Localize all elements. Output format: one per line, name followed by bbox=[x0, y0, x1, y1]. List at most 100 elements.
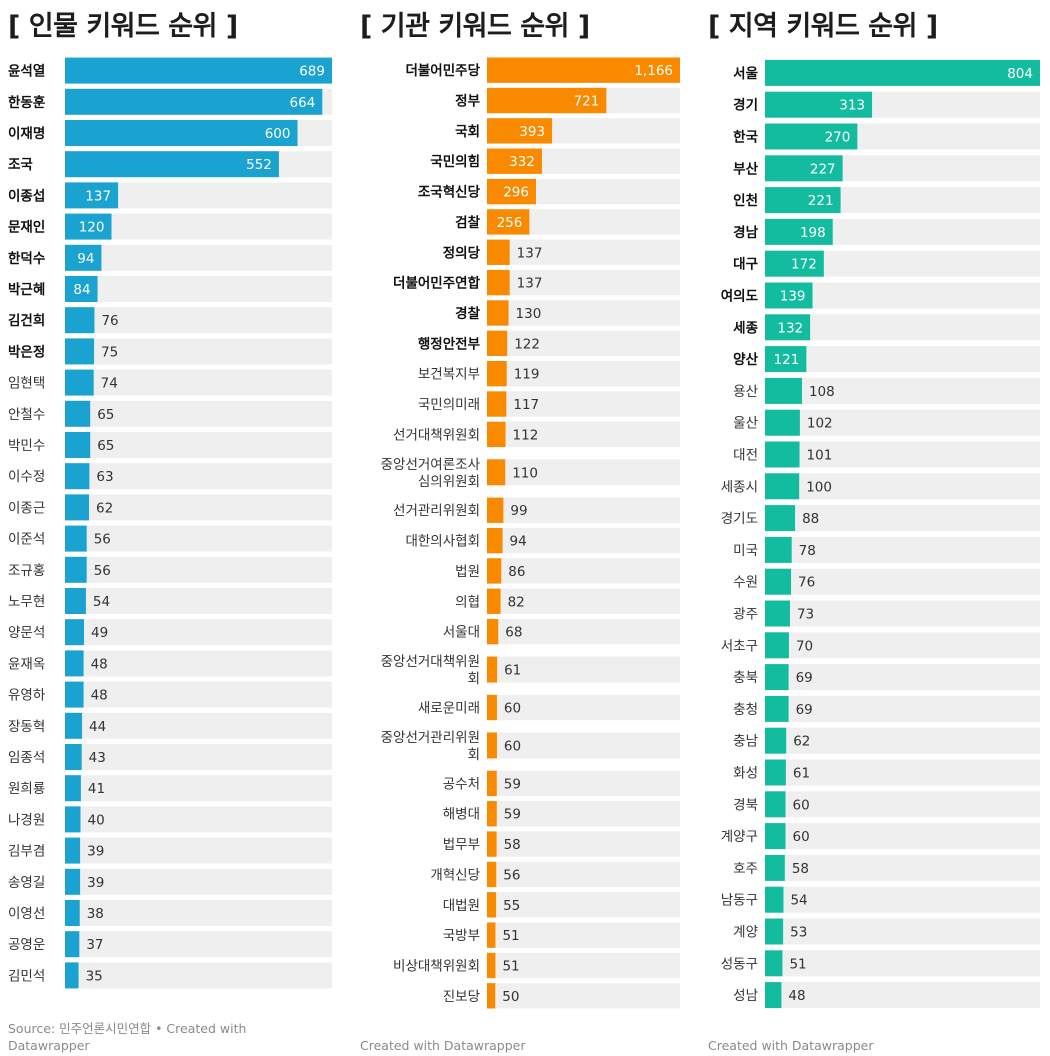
bar-category-label: 공영운 bbox=[8, 937, 45, 953]
region-row: 서울 804 bbox=[733, 59, 1040, 86]
bar bbox=[765, 886, 784, 913]
org-row: 중앙선거관리위원 회 60 bbox=[381, 730, 680, 763]
region-row: 성동구 51 bbox=[721, 950, 1040, 977]
bar-category-label: 노무현 bbox=[8, 594, 45, 610]
bar-track bbox=[487, 952, 680, 979]
bar-track bbox=[487, 861, 680, 888]
bar bbox=[65, 837, 81, 864]
bar bbox=[487, 148, 542, 174]
people-row: 임종석 43 bbox=[8, 744, 332, 770]
region-row: 여의도 139 bbox=[721, 282, 1040, 309]
region-row: 부산 227 bbox=[733, 155, 1040, 182]
bar-category-label: 조국 bbox=[8, 157, 33, 173]
bar bbox=[487, 269, 510, 296]
bar-category-label: 행정안전부 bbox=[418, 335, 481, 352]
bar bbox=[765, 664, 789, 691]
org-row: 대한의사협회 94 bbox=[405, 527, 680, 554]
bar bbox=[765, 505, 796, 532]
bar-track bbox=[65, 744, 332, 770]
bar bbox=[765, 759, 786, 786]
bar-category-label: 수원 bbox=[733, 575, 758, 591]
bar bbox=[765, 536, 792, 563]
bar-category-label: 선거관리위원회 bbox=[393, 503, 480, 519]
org-row: 국회 393 bbox=[455, 118, 680, 144]
bar-track bbox=[65, 619, 332, 646]
bar bbox=[65, 775, 81, 802]
org-row: 국민의미래 117 bbox=[418, 391, 680, 417]
bar-category-label: 박은정 bbox=[8, 343, 45, 360]
bar-value-label: 393 bbox=[519, 124, 545, 140]
bar-value-label: 60 bbox=[504, 738, 521, 754]
people-row: 유영하 48 bbox=[8, 681, 332, 708]
people-row: 문재인 120 bbox=[8, 213, 332, 240]
bar bbox=[487, 588, 501, 614]
bar-category-label: 대전 bbox=[733, 448, 758, 464]
people-row: 나경원 40 bbox=[8, 806, 332, 833]
bar-value-label: 59 bbox=[504, 776, 521, 792]
bar-value-label: 59 bbox=[504, 807, 521, 823]
bar bbox=[487, 983, 496, 1009]
bar-category-label: 이준석 bbox=[8, 532, 45, 548]
org-row: 선거관리위원회 99 bbox=[393, 497, 680, 523]
people-row: 안철수 65 bbox=[8, 400, 332, 427]
bar-track bbox=[765, 377, 1040, 404]
bar-track bbox=[765, 536, 1040, 563]
org-row: 선거대책위원회 112 bbox=[393, 421, 680, 448]
region-row: 세종시 100 bbox=[721, 473, 1040, 500]
bar bbox=[765, 59, 1040, 86]
bar-value-label: 60 bbox=[793, 829, 810, 845]
bar-value-label: 65 bbox=[97, 407, 114, 423]
bar-category-label: 검찰 bbox=[455, 215, 480, 231]
org-row: 정의당 137 bbox=[443, 239, 680, 265]
bar-track bbox=[65, 369, 332, 396]
bar bbox=[487, 732, 497, 759]
bar-track bbox=[65, 338, 332, 365]
bar-value-label: 76 bbox=[101, 313, 118, 329]
bar-value-label: 35 bbox=[86, 968, 103, 984]
region-row: 서초구 70 bbox=[721, 632, 1040, 659]
bar-track bbox=[487, 656, 680, 683]
bar bbox=[65, 556, 87, 583]
bar bbox=[487, 360, 507, 387]
bar-category-label: 김민석 bbox=[8, 968, 45, 984]
bar-category-label: 송영길 bbox=[8, 875, 45, 891]
bar-track bbox=[765, 854, 1040, 881]
bar-category-label: 호주 bbox=[733, 861, 758, 877]
bar-value-label: 332 bbox=[509, 154, 535, 170]
bar bbox=[65, 931, 80, 958]
bar-value-label: 55 bbox=[503, 898, 520, 914]
bar bbox=[65, 806, 81, 833]
bar-value-label: 58 bbox=[504, 837, 521, 853]
region-row: 경기 313 bbox=[733, 91, 1040, 118]
bar bbox=[487, 391, 507, 417]
org-row: 정부 721 bbox=[455, 87, 680, 114]
bar bbox=[765, 727, 787, 754]
people-row: 윤재옥 48 bbox=[8, 650, 332, 677]
bar-category-label: 양문석 bbox=[8, 625, 45, 641]
bar bbox=[487, 952, 496, 979]
bar-value-label: 69 bbox=[796, 702, 813, 718]
bar bbox=[487, 861, 497, 888]
bar-value-label: 56 bbox=[503, 867, 520, 883]
bar bbox=[487, 694, 497, 721]
region-row: 울산 102 bbox=[733, 409, 1040, 436]
region-row: 양산 121 bbox=[733, 346, 1040, 373]
bar-category-label: 경기 bbox=[733, 97, 758, 114]
bar bbox=[487, 57, 680, 83]
bar-track bbox=[65, 588, 332, 614]
bar bbox=[65, 463, 90, 490]
org-row: 검찰 256 bbox=[455, 209, 680, 235]
bar-category-label: 조규홍 bbox=[8, 563, 45, 579]
org-row: 더불어민주당 1,166 bbox=[405, 57, 680, 83]
bar-category-label: 중앙선거대책위원 회 bbox=[381, 654, 480, 687]
bar-value-label: 102 bbox=[807, 416, 833, 432]
bar-value-label: 137 bbox=[517, 276, 543, 292]
region-row: 용산 108 bbox=[733, 377, 1040, 404]
bar-category-label: 중앙선거여론조사 심의위원회 bbox=[381, 457, 481, 490]
bar-track bbox=[487, 239, 680, 265]
bar-category-label: 서울대 bbox=[443, 625, 480, 641]
bar-track bbox=[487, 421, 680, 448]
bar bbox=[487, 618, 499, 645]
bar-track bbox=[765, 886, 1040, 913]
org-bar-chart: 더불어민주당 1,166 정부 721 국회 393 국민의힘 332 조국혁신당 296 검찰 25… bbox=[381, 57, 680, 1009]
